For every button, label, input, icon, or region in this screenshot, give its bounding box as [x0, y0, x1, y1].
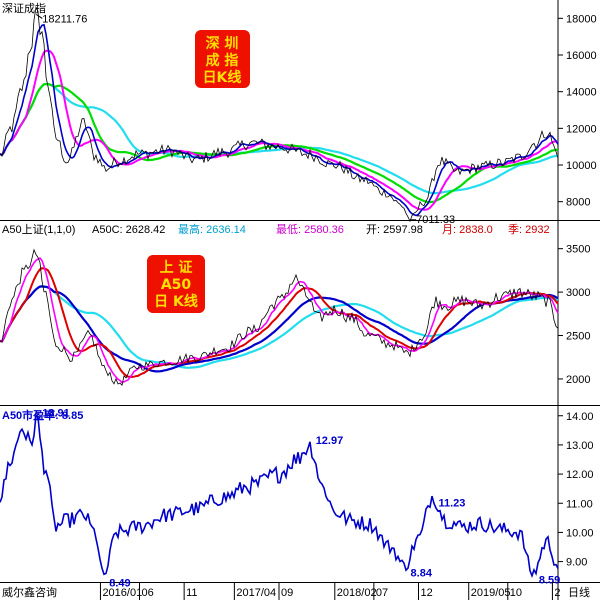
panel2-badge-line1: 上 证 [160, 260, 193, 276]
panel2-ytick-label-1: 2500 [566, 331, 590, 343]
panel2-title: A50上证(1,1,0) [2, 223, 75, 236]
footer-left-label: 威尔鑫咨询 [2, 585, 57, 599]
panel1-series [0, 5, 559, 223]
panel2-ma10-line [0, 267, 559, 379]
panel2-ma5-line [0, 257, 559, 384]
panel1-badge-line2: 成 指 [206, 52, 239, 69]
panel1-annotation-0: 18211.76 [42, 13, 87, 25]
panel1-ytick-label-2: 12000 [566, 123, 597, 135]
panel1-ytick-label-4: 16000 [566, 50, 597, 62]
panel3-ytick-label-1: 10.00 [566, 527, 594, 539]
panel3-ytick-label-3: 12.00 [566, 469, 594, 481]
panel1-title: 深证成指 [2, 1, 46, 15]
panel3-pe-line [0, 413, 559, 579]
panel2-header: A50上证(1,1,0) A50C: 2628.42 最高: 2636.14 最… [2, 222, 550, 236]
panel2-ytick-label-2: 3000 [566, 287, 590, 299]
panel2-ytick-label-0: 2000 [566, 374, 590, 386]
panel1-ytick-label-5: 18000 [566, 13, 597, 25]
panel2-ma30-line [0, 285, 559, 369]
panel1-annotation-1: 7011.33 [416, 214, 455, 226]
panel2-ma20-line [0, 285, 559, 373]
date-tick-label-3: 2017/04 [236, 587, 276, 599]
panel2-quarter: 季: 2932 [508, 223, 550, 236]
panel1-badge-line1: 深 圳 [206, 35, 239, 52]
panel2-month: 月: 2838.0 [442, 224, 493, 236]
panel1-badge: 深 圳 成 指 日K线 [195, 30, 250, 88]
panel3-annotation-0: 13.91 [42, 407, 70, 419]
panel1-ma30-line [0, 82, 559, 195]
date-tick-label-8: 2019/05 [471, 587, 511, 599]
panel2-badge: 上 证 A50 日 K线 [147, 255, 205, 313]
panel2-badge-box [147, 255, 205, 313]
panel3-ytick-label-5: 14.00 [566, 411, 594, 423]
date-tick-label-1: 06 [142, 587, 154, 599]
date-tick-labels: 2016/01 06 11 2017/04 09 2018/02 07 12 2019/05 10… [99, 582, 561, 600]
panel-a50-pe[interactable]: 9.00 10.00 11.00 12.00 13.00 14.00 A50市盈率: 8.… [0, 407, 594, 589]
panel1-y-ticks: 8000 10000 12000 14000 16000 18000 [558, 13, 597, 209]
panel2-high: 最高: 2636.14 [178, 222, 246, 236]
panel3-ytick-label-2: 11.00 [566, 498, 593, 510]
date-tick-label-0: 2016/01 [102, 587, 142, 599]
panel2-badge-line3: 日 K线 [154, 293, 198, 310]
panel3-annotation-5: 8.59 [539, 575, 560, 587]
panel2-low: 最低: 2580.36 [276, 223, 344, 236]
panel3-annotations: 13.91 8.49 12.97 8.84 11.23 8.59 [42, 407, 560, 589]
panel1-ytick-label-3: 14000 [566, 87, 597, 99]
panel1-annotation-leader-0 [35, 14, 43, 19]
panel2-price-line [0, 248, 559, 387]
panel1-price-line [0, 5, 559, 223]
panel3-ytick-label-0: 9.00 [566, 557, 587, 569]
panel1-ytick-label-1: 10000 [566, 160, 597, 172]
panel3-annotation-1: 8.49 [109, 577, 130, 589]
panel3-annotation-2: 12.97 [316, 435, 344, 447]
date-tick-label-5: 2018/02 [337, 587, 377, 599]
date-tick-label-10: 2 [554, 587, 560, 599]
panel3-series [0, 413, 559, 579]
panel2-ytick-label-3: 3500 [566, 244, 590, 256]
date-axis: 威尔鑫咨询 日线 2016/01 06 11 2017/04 09 2018/02 07 12… [2, 582, 590, 600]
panel2-y-ticks: 2000 2500 3000 3500 [558, 244, 590, 386]
footer-right-label: 日线 [568, 585, 590, 599]
panel1-ma10-line [0, 49, 559, 211]
date-tick-label-9: 10 [510, 587, 522, 599]
panel-a50-index[interactable]: 2000 2500 3000 3500 上 证 A50 日 K线 [0, 244, 590, 387]
panel2-badge-line2: A50 [161, 277, 192, 293]
panel3-annotation-3: 8.84 [411, 567, 433, 579]
date-tick-label-7: 12 [421, 587, 433, 599]
panel2-series [0, 248, 559, 387]
panel3-title: A50市盈率: 8.85 [2, 408, 83, 422]
panel-shenzhen-index[interactable]: 8000 10000 12000 14000 16000 18000 深证成指 18211… [0, 1, 597, 226]
date-tick-label-2: 11 [186, 587, 197, 599]
panel1-annotations: 18211.76 7011.33 [35, 13, 455, 226]
panel3-ytick-label-4: 13.00 [566, 440, 594, 452]
panel1-badge-box [195, 30, 250, 88]
panel3-annotation-4: 11.23 [438, 498, 465, 510]
panel1-badge-line3: 日K线 [203, 69, 242, 86]
panel2-a50c: A50C: 2628.42 [92, 224, 165, 236]
panel2-open: 开: 2597.98 [366, 224, 423, 236]
date-tick-label-6: 07 [376, 587, 388, 599]
panel3-y-ticks: 9.00 10.00 11.00 12.00 13.00 14.00 [558, 411, 594, 569]
panel1-ytick-label-0: 8000 [566, 197, 590, 209]
date-tick-label-4: 09 [281, 587, 293, 599]
